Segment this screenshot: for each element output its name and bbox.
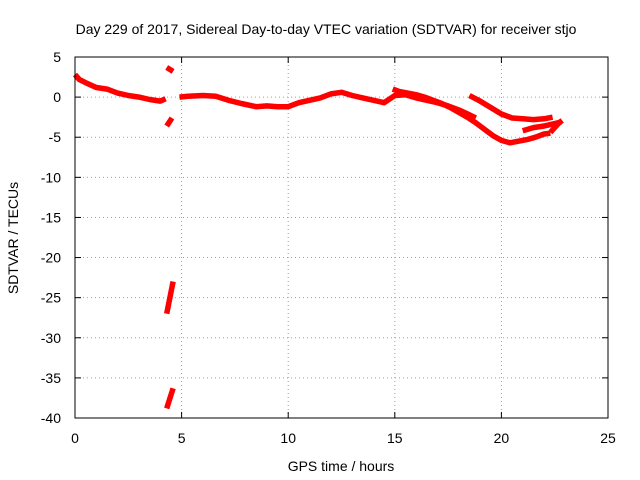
- data-traces: [72, 65, 564, 410]
- series-short-arc-b: [164, 116, 175, 128]
- y-tick-label: -5: [49, 129, 62, 145]
- x-tick-label: 15: [387, 430, 403, 446]
- series-short-arc-c: [164, 281, 176, 315]
- y-tick-label: -10: [41, 169, 61, 185]
- y-tick-label: 5: [53, 49, 61, 65]
- x-tick-label: 0: [71, 430, 79, 446]
- y-tick-label: -40: [41, 410, 61, 426]
- grid: [75, 57, 608, 418]
- chart-title: Day 229 of 2017, Sidereal Day-to-day VTE…: [76, 21, 577, 37]
- y-tick-label: 0: [53, 89, 61, 105]
- x-tick-label: 25: [600, 430, 616, 446]
- series-main-arc: [72, 72, 167, 104]
- x-tick-label: 5: [178, 430, 186, 446]
- y-tick-label: -35: [41, 370, 61, 386]
- series-arc-6: [521, 119, 562, 134]
- series-arc-3: [391, 86, 551, 146]
- y-tick-label: -15: [41, 209, 61, 225]
- series-short-arc-a: [165, 65, 175, 74]
- y-tick-label: -25: [41, 290, 61, 306]
- series-arc-4: [468, 93, 554, 123]
- y-tick-label: -20: [41, 250, 61, 266]
- series-short-arc-d: [164, 387, 176, 410]
- plot-frame: [74, 56, 609, 419]
- y-tick-label: -30: [41, 330, 61, 346]
- y-axis-label: SDTVAR / TECUs: [5, 182, 21, 294]
- axis-ticks: 0 5 10 15 20 25 5 0 -5 -10 -15 -20 -25 -30 -35 -40: [41, 49, 616, 446]
- x-tick-label: 20: [494, 430, 510, 446]
- series-arc-2: [179, 89, 478, 121]
- x-axis-label: GPS time / hours: [288, 458, 395, 474]
- x-tick-label: 10: [280, 430, 296, 446]
